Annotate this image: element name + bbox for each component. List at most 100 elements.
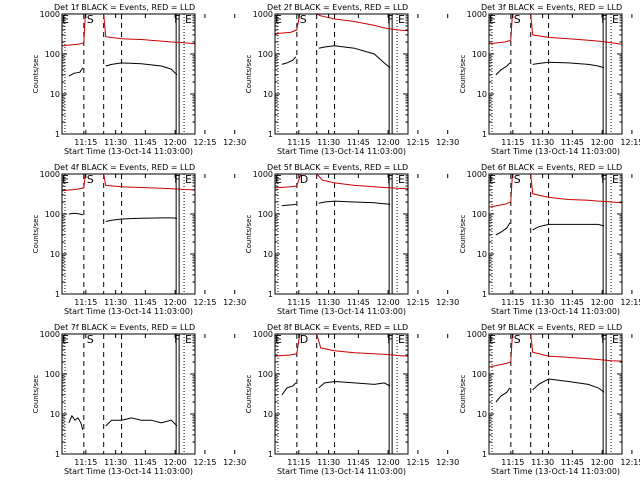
x-tick-label: 12:15: [193, 458, 216, 467]
events-series-line: [68, 62, 178, 77]
marker-label: E: [62, 173, 69, 186]
marker-label: E: [275, 333, 282, 346]
y-tick-label: 100: [472, 370, 487, 379]
panel-title: Det 6f BLACK = Events, RED = LLD: [481, 163, 622, 172]
panel-data: [489, 14, 622, 134]
plot-frame: [488, 13, 623, 135]
x-tick-label: 11:30: [104, 458, 127, 467]
x-tick-label: 11:30: [317, 458, 340, 467]
x-axis-label: Start Time (13-Oct-14 11:03:00): [277, 147, 406, 156]
x-tick-label: 11:15: [287, 298, 310, 307]
marker-label: D: [300, 333, 308, 346]
plot-frame: [274, 13, 409, 135]
events-series-line: [281, 45, 391, 69]
marker-label: F: [601, 13, 607, 26]
y-tick-label: 100: [472, 210, 487, 219]
x-tick-label: 11:15: [501, 458, 524, 467]
x-tick-label: 11:15: [74, 298, 97, 307]
lld-series-line: [489, 174, 622, 208]
x-tick-label: 12:15: [620, 298, 640, 307]
marker-label: S: [514, 333, 521, 346]
panel-data: [275, 334, 408, 454]
y-axis-label: Counts/sec: [32, 215, 40, 254]
marker-label: S: [87, 333, 94, 346]
y-tick-label: 100: [258, 210, 273, 219]
panel-title: Det 8f BLACK = Events, RED = LLD: [267, 323, 408, 332]
x-tick-label: 11:30: [104, 138, 127, 147]
panel-data: [64, 334, 185, 454]
events-series-line: [495, 378, 605, 403]
x-tick-label: 12:00: [591, 138, 614, 147]
y-tick-label: 100: [45, 370, 60, 379]
marker-label: E: [398, 333, 405, 346]
marker-label: E: [185, 173, 192, 186]
y-tick-label: 1: [55, 290, 60, 299]
marker-label: E: [185, 333, 192, 346]
lld-series-line: [62, 174, 195, 192]
x-tick-label: 12:00: [591, 298, 614, 307]
events-series-line: [495, 222, 605, 236]
panel-data: [489, 174, 622, 294]
y-tick-label: 1000: [40, 330, 60, 339]
x-tick-label: 11:45: [561, 298, 584, 307]
marker-label: F: [387, 173, 393, 186]
panel-data: [275, 14, 408, 134]
x-axis-label: Start Time (13-Oct-14 11:03:00): [64, 467, 193, 476]
marker-label: E: [489, 333, 496, 346]
events-series-line: [495, 61, 605, 76]
x-tick-label: 12:30: [223, 138, 246, 147]
y-tick-label: 10: [50, 410, 60, 419]
y-tick-label: 1: [268, 290, 273, 299]
marker-label: E: [275, 13, 282, 26]
marker-label: E: [489, 13, 496, 26]
y-tick-label: 1: [268, 130, 273, 139]
x-tick-label: 11:45: [347, 458, 370, 467]
marker-label: E: [185, 13, 192, 26]
lld-series-line: [489, 334, 622, 368]
y-tick-label: 100: [45, 210, 60, 219]
x-tick-label: 12:00: [591, 458, 614, 467]
x-tick-label: 11:45: [134, 138, 157, 147]
y-tick-label: 1000: [253, 170, 273, 179]
x-tick-label: 11:45: [134, 298, 157, 307]
x-tick-label: 11:30: [317, 298, 340, 307]
panel-data: [62, 14, 195, 134]
x-axis-label: Start Time (13-Oct-14 11:03:00): [277, 467, 406, 476]
marker-label: E: [612, 13, 619, 26]
x-tick-label: 11:30: [531, 458, 554, 467]
y-tick-label: 100: [472, 50, 487, 59]
y-tick-label: 10: [263, 250, 273, 259]
x-tick-label: 11:45: [561, 138, 584, 147]
marker-label: F: [601, 173, 607, 186]
events-series-line: [281, 200, 391, 207]
plot-frame: [61, 173, 196, 295]
x-tick-label: 12:30: [223, 458, 246, 467]
x-axis-label: Start Time (13-Oct-14 11:03:00): [491, 147, 620, 156]
y-tick-label: 100: [45, 50, 60, 59]
marker-label: S: [87, 13, 94, 26]
x-tick-label: 11:15: [74, 138, 97, 147]
panel-title: Det 3f BLACK = Events, RED = LLD: [481, 3, 622, 12]
x-tick-label: 12:15: [406, 458, 429, 467]
y-tick-label: 10: [477, 410, 487, 419]
x-tick-label: 11:15: [501, 138, 524, 147]
y-tick-label: 1: [55, 130, 60, 139]
y-tick-label: 1000: [40, 10, 60, 19]
x-axis-label: Start Time (13-Oct-14 11:03:00): [64, 307, 193, 316]
y-tick-label: 10: [263, 410, 273, 419]
y-tick-label: 1000: [253, 330, 273, 339]
y-tick-label: 10: [50, 250, 60, 259]
marker-label: E: [398, 173, 405, 186]
y-tick-label: 1000: [253, 10, 273, 19]
marker-label: S: [300, 13, 307, 26]
plot-frame: [488, 173, 623, 295]
marker-label: E: [398, 13, 405, 26]
panel-data: [275, 174, 408, 294]
x-axis-label: Start Time (13-Oct-14 11:03:00): [277, 307, 406, 316]
